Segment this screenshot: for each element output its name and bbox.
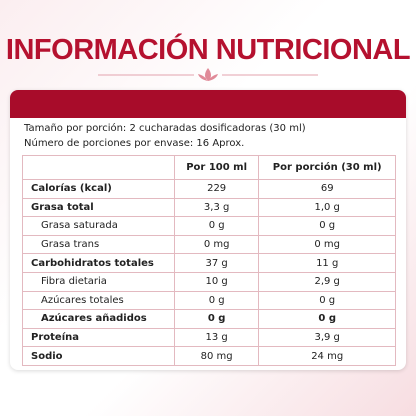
value-cell: 80 mg	[173, 346, 260, 366]
value-cell: 0 g	[173, 290, 260, 311]
value-cell: 37 g	[173, 253, 260, 273]
serving-size: Tamaño por porción: 2 cucharadas dosific…	[24, 123, 306, 134]
label-cell: Fibra dietaria	[22, 271, 175, 292]
value-cell: 3,9 g	[258, 327, 396, 348]
row: Proteína 13 g 3,9 g	[22, 327, 396, 348]
header-cell: Por porción (30 ml)	[258, 155, 396, 180]
label-cell: Grasa trans	[22, 234, 175, 255]
row: Fibra dietaria 10 g 2,9 g	[22, 271, 396, 292]
value-cell: 0 g	[173, 309, 260, 329]
card-header	[10, 90, 406, 118]
value-cell: 0 g	[258, 290, 396, 311]
value-cell: 0 mg	[258, 234, 396, 255]
row: Sodio 80 mg 24 mg	[22, 346, 396, 366]
value-cell: 229	[173, 179, 260, 199]
label-cell: Carbohidratos totales	[22, 253, 175, 273]
header-cell	[22, 155, 175, 180]
row: Carbohidratos totales 37 g 11 g	[22, 253, 396, 273]
value-cell: 24 mg	[258, 346, 396, 366]
servings: Número de porciones por envase: 16 Aprox…	[24, 138, 245, 149]
label-cell: Sodio	[22, 346, 175, 366]
value-cell: 3,3 g	[173, 197, 260, 218]
value-cell: 0 g	[258, 309, 396, 329]
value-cell: 13 g	[173, 327, 260, 348]
header-row: Por 100 ml Por porción (30 ml)	[22, 155, 396, 180]
value-cell: 0 mg	[173, 234, 260, 255]
label-cell: Proteína	[22, 327, 175, 348]
row: Grasa trans 0 mg 0 mg	[22, 234, 396, 255]
value-cell: 2,9 g	[258, 271, 396, 292]
value-cell: 0 g	[173, 216, 260, 236]
divider	[98, 68, 318, 81]
label-cell: Grasa total	[22, 197, 175, 218]
label-cell: Azúcares totales	[22, 290, 175, 311]
value-cell: 10 g	[173, 271, 260, 292]
label-cell: Azúcares añadidos	[22, 309, 175, 329]
value-cell: 1,0 g	[258, 197, 396, 218]
card: Tamaño por porción: 2 cucharadas dosific…	[10, 90, 406, 370]
header-cell: Por 100 ml	[173, 155, 260, 180]
label-cell: Grasa saturada	[22, 216, 175, 236]
value-cell: 69	[258, 179, 396, 199]
row: Grasa total 3,3 g 1,0 g	[22, 197, 396, 218]
row: Calorías (kcal) 229 69	[22, 179, 396, 199]
value-cell: 0 g	[258, 216, 396, 236]
label-cell: Calorías (kcal)	[22, 179, 175, 199]
value-cell: 11 g	[258, 253, 396, 273]
title: INFORMACIÓN NUTRICIONAL	[5, 34, 411, 66]
nutrition-table: Por 100 ml Por porción (30 ml) Calorías (k…	[22, 155, 396, 366]
